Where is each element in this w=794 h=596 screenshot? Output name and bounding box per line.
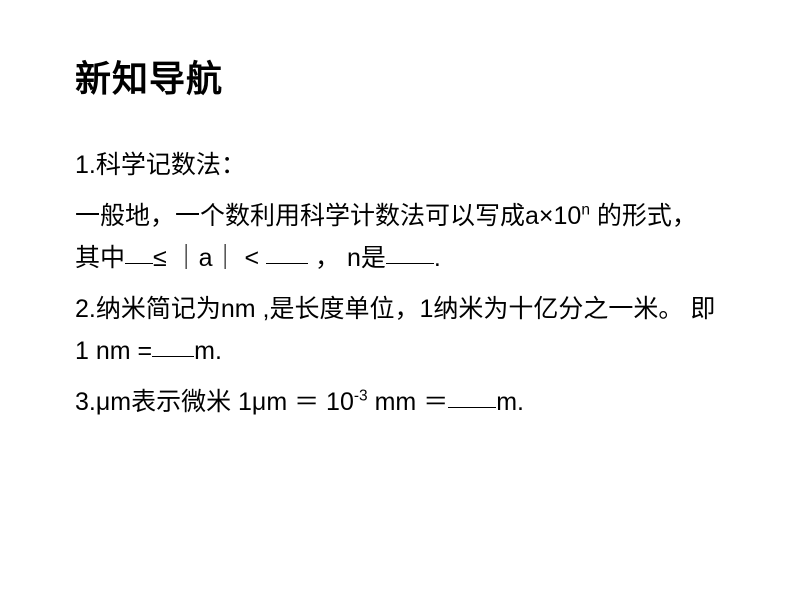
text: ， n是	[315, 244, 386, 272]
text: .	[434, 244, 441, 272]
superscript-n: n	[581, 201, 590, 218]
fill-blank	[386, 238, 434, 264]
text: 3.μm表示微米 1μm ＝ 10	[75, 388, 354, 416]
item-1-heading: 1.科学记数法：	[75, 144, 719, 187]
fill-blank	[266, 238, 308, 264]
item-1-body: 一般地，一个数利用科学计数法可以写成a×10n 的形式，其中≤ ｜a｜ < ， …	[75, 195, 719, 280]
fill-blank	[448, 381, 496, 407]
fill-blank	[125, 238, 153, 264]
fill-blank	[152, 331, 194, 357]
text: m.	[194, 337, 222, 365]
text: ≤ ｜a｜ <	[153, 244, 266, 272]
section-title: 新知导航	[75, 50, 719, 102]
item-3: 3.μm表示微米 1μm ＝ 10-3 mm ＝ m.	[75, 381, 719, 424]
item-2: 2.纳米简记为nm ,是长度单位，1纳米为十亿分之一米。 即1 nm =m.	[75, 288, 719, 373]
text: mm ＝	[368, 388, 449, 416]
text: 一般地，一个数利用科学计数法可以写成a×10	[75, 202, 581, 230]
content-body: 1.科学记数法： 一般地，一个数利用科学计数法可以写成a×10n 的形式，其中≤…	[75, 144, 719, 423]
text: 1.科学记数法：	[75, 151, 246, 179]
text: m.	[496, 388, 524, 416]
superscript-neg3: -3	[354, 387, 368, 404]
